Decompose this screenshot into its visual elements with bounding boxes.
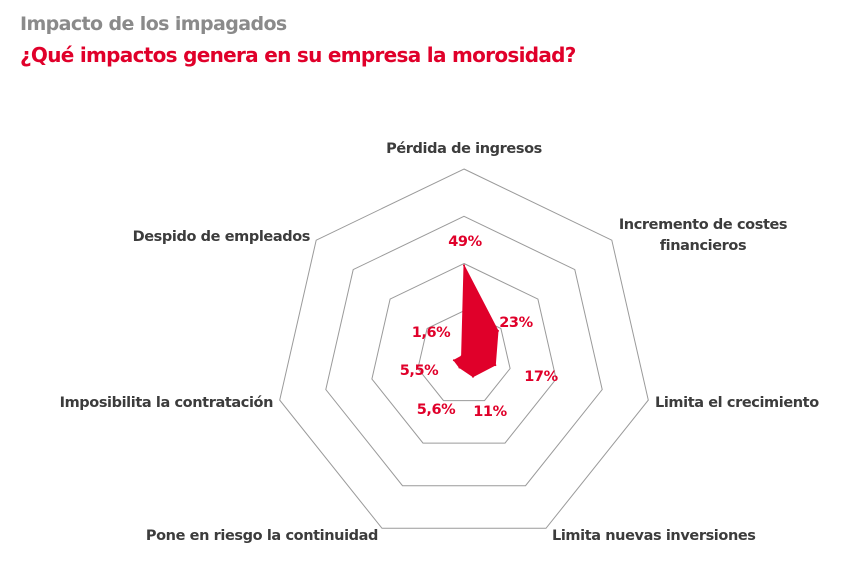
data-point-1 bbox=[497, 329, 499, 332]
grid-ring-50 bbox=[371, 262, 557, 444]
radar-series bbox=[452, 264, 499, 378]
data-point-6 bbox=[460, 355, 463, 358]
series-area bbox=[453, 265, 499, 378]
value-label-4: 5,6% bbox=[417, 402, 456, 418]
data-point-2 bbox=[494, 364, 497, 367]
value-label-1: 23% bbox=[499, 315, 533, 331]
axis-label-5: Imposibilita la contratación bbox=[60, 395, 273, 411]
axis-label-6: Despido de empleados bbox=[133, 229, 310, 245]
value-label-6: 1,6% bbox=[412, 325, 451, 341]
value-label-5: 5,5% bbox=[400, 363, 439, 379]
data-point-4 bbox=[458, 366, 461, 369]
axis-labels: Pérdida de ingresos Incremento de costes f… bbox=[60, 141, 820, 544]
value-labels: 49% 23% 17% 11% 5,6% 5,5% 1,6% bbox=[400, 234, 559, 420]
chart-title: Impacto de los impagados bbox=[20, 13, 287, 35]
value-label-0: 49% bbox=[448, 234, 482, 250]
axis-label-3: Limita nuevas inversiones bbox=[552, 528, 756, 544]
axis-label-2: Limita el crecimiento bbox=[655, 395, 819, 411]
grid-ring-75 bbox=[325, 215, 603, 487]
grid-ring-25 bbox=[417, 310, 511, 402]
value-label-3: 11% bbox=[473, 404, 507, 420]
axis-label-4: Pone en riesgo la continuidad bbox=[146, 528, 378, 544]
data-point-3 bbox=[472, 375, 474, 378]
data-point-5 bbox=[452, 359, 455, 362]
value-label-2: 17% bbox=[524, 369, 558, 385]
data-point-0 bbox=[463, 264, 465, 267]
chart-subtitle: ¿Qué impactos genera en su empresa la mo… bbox=[20, 43, 576, 67]
grid-ring-100 bbox=[279, 168, 649, 529]
axis-label-0: Pérdida de ingresos bbox=[386, 141, 542, 157]
radar-grid bbox=[279, 168, 649, 529]
axis-label-1: Incremento de costes financieros bbox=[619, 217, 787, 254]
